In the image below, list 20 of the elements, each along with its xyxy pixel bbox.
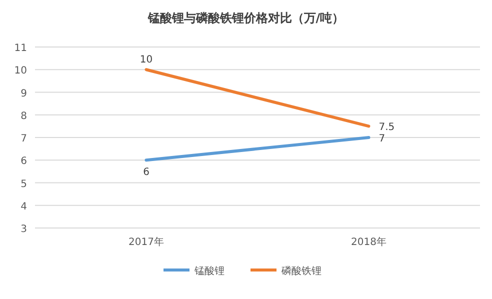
x-tick-label: 2018年: [351, 236, 386, 248]
x-tick-label: 2017年: [128, 236, 164, 248]
y-tick-label: 6: [20, 156, 27, 168]
data-label: 7: [378, 134, 386, 144]
data-label: 6: [143, 167, 150, 178]
data-label: 7.5: [378, 122, 395, 134]
y-tick-label: 8: [20, 110, 27, 122]
legend-label: 磷酸铁锂: [280, 265, 322, 277]
legend-label: 锰酸锂: [194, 265, 224, 277]
y-tick-label: 11: [14, 43, 27, 54]
legend-item: 锰酸锂: [164, 266, 224, 277]
data-label: 10: [140, 54, 153, 66]
y-tick-label: 5: [20, 178, 27, 190]
y-tick-label: 10: [14, 66, 27, 77]
y-tick-label: 7: [20, 134, 27, 144]
legend-item: 磷酸铁锂: [250, 266, 322, 277]
y-tick-label: 4: [20, 201, 27, 212]
chart-title: 锰酸锂与磷酸铁锂价格对比（万/吨）: [146, 11, 344, 25]
y-tick-label: 3: [20, 224, 27, 235]
y-tick-label: 9: [20, 88, 27, 100]
